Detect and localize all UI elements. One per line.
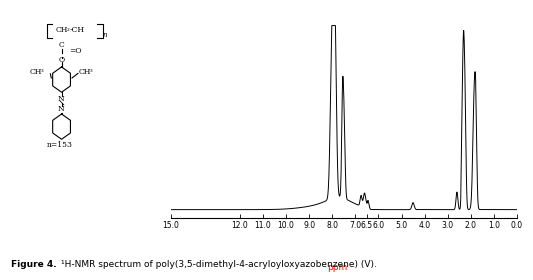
- Text: N: N: [58, 106, 64, 113]
- Text: n=153: n=153: [47, 141, 72, 149]
- Text: N: N: [58, 95, 64, 103]
- X-axis label: ppm: ppm: [327, 263, 347, 272]
- Text: C: C: [59, 41, 64, 49]
- Text: $_3$: $_3$: [88, 68, 93, 75]
- Text: Figure 4.: Figure 4.: [11, 260, 59, 269]
- Text: CH: CH: [78, 67, 91, 76]
- Text: O: O: [59, 56, 64, 64]
- Text: $_2$: $_2$: [66, 27, 70, 34]
- Text: -CH: -CH: [70, 26, 85, 34]
- Text: ¹H-NMR spectrum of poly(3,5-dimethyl-4-acryloyloxyazobenzene) (V).: ¹H-NMR spectrum of poly(3,5-dimethyl-4-a…: [61, 260, 377, 269]
- Text: CH: CH: [30, 67, 42, 76]
- Text: =O: =O: [69, 47, 82, 55]
- Text: n: n: [102, 31, 107, 39]
- Text: CH: CH: [56, 26, 68, 34]
- Text: $_3$: $_3$: [40, 68, 45, 75]
